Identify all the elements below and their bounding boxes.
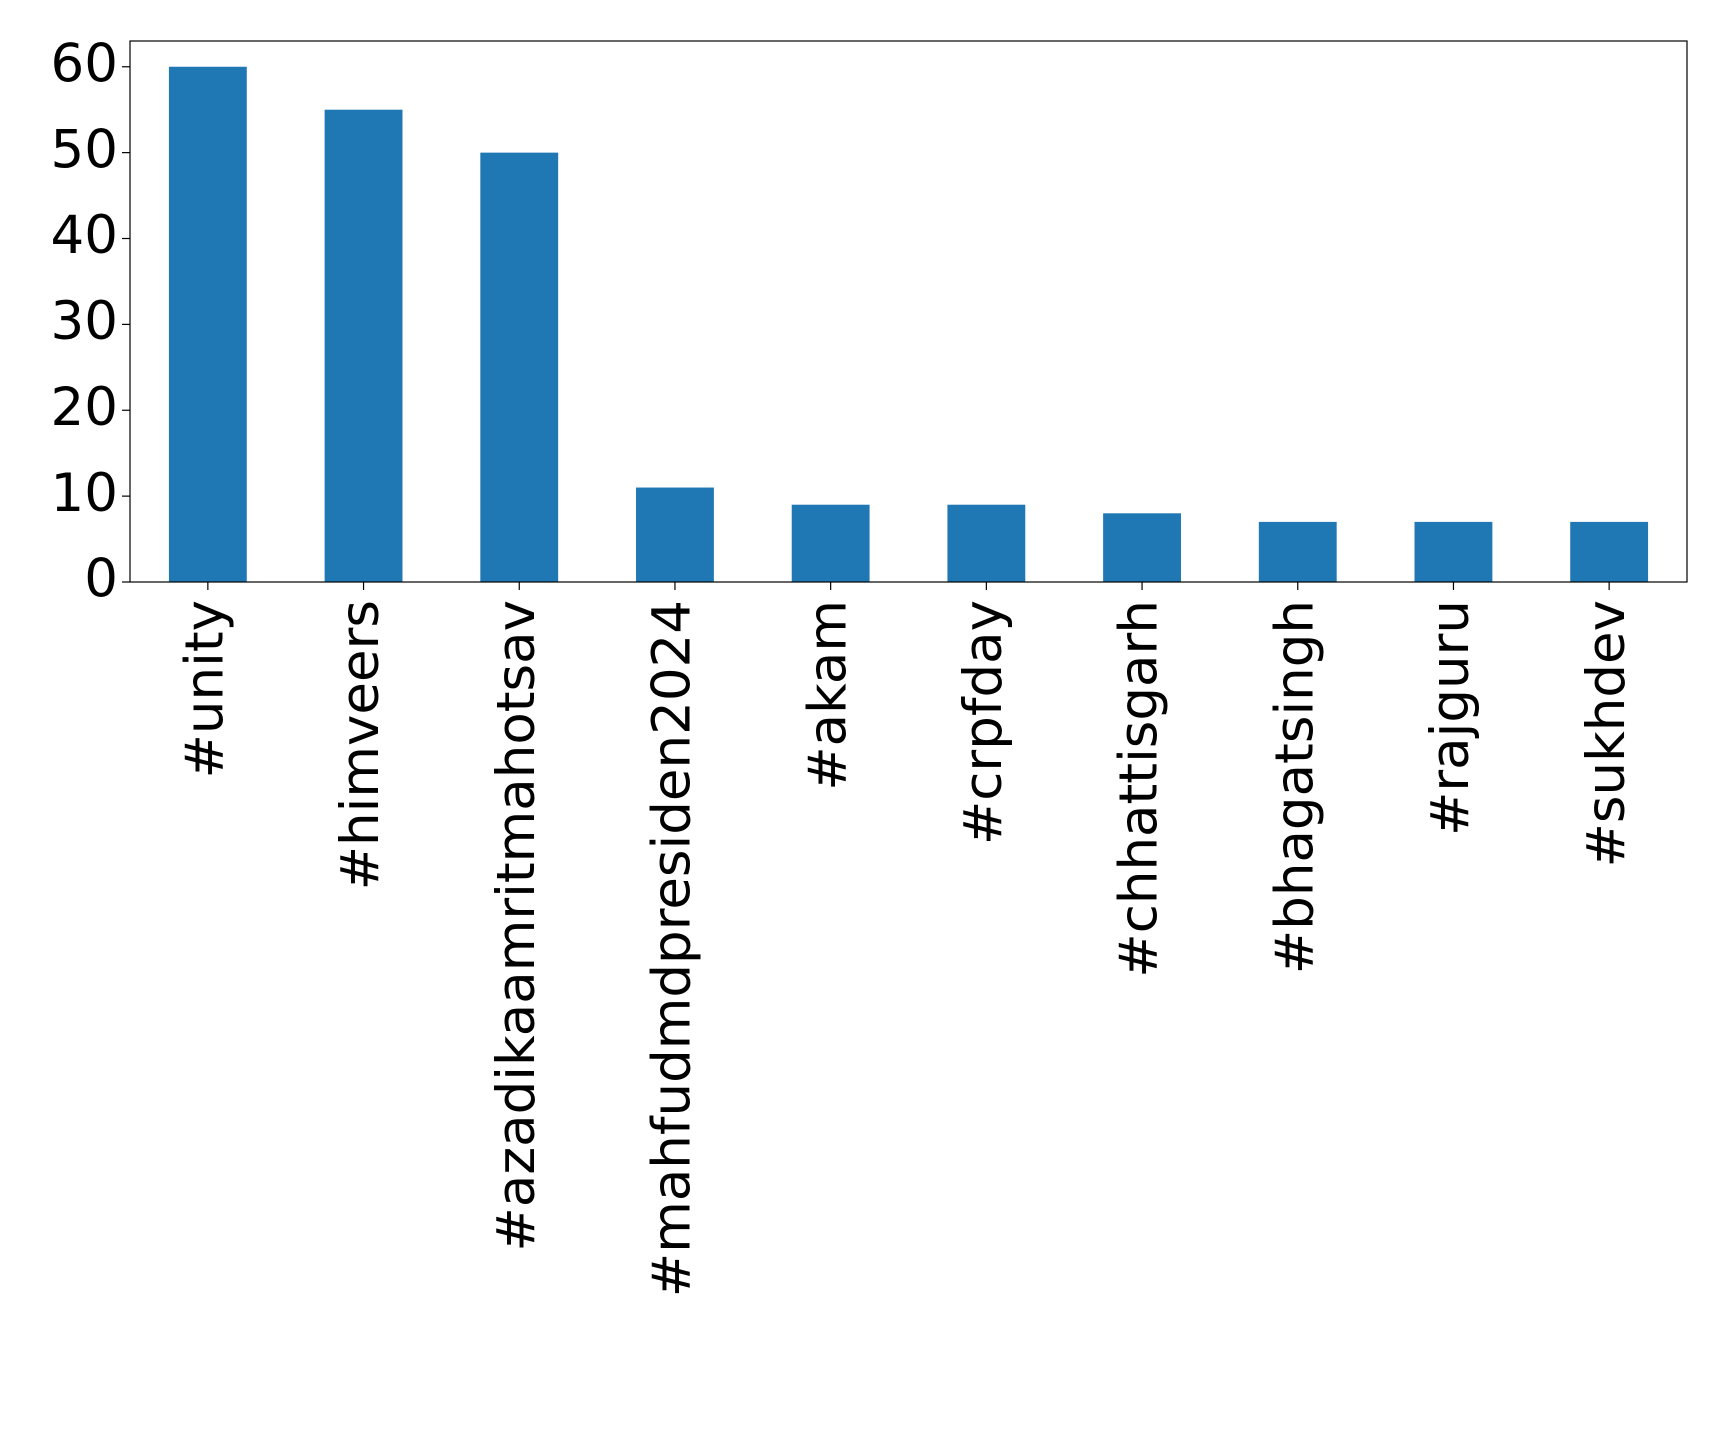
y-tick-label: 0	[84, 549, 118, 610]
x-tick-label: #unity	[174, 600, 235, 778]
y-tick-label: 20	[51, 377, 118, 438]
bar	[168, 66, 247, 582]
bar	[1414, 521, 1493, 582]
x-tick-label: #mahfudmdpresiden2024	[642, 600, 703, 1297]
plot-frame	[129, 40, 1688, 583]
bar	[480, 152, 559, 582]
y-tick-label: 60	[51, 33, 118, 94]
bar	[636, 487, 714, 582]
x-tick-label: #azadikaamritmahotsav	[486, 600, 547, 1252]
x-tick-label: #akam	[797, 600, 858, 791]
x-tick-label: #crpfday	[953, 600, 1014, 845]
x-tick-label: #sukhdev	[1576, 600, 1637, 868]
x-tick-label: #chhattisgarh	[1109, 600, 1170, 978]
x-tick-label: #himveers	[330, 600, 391, 890]
bar	[947, 504, 1026, 582]
x-tick-label: #rajguru	[1420, 600, 1481, 836]
bar	[1570, 521, 1649, 582]
bar	[324, 109, 403, 582]
bar	[791, 504, 870, 582]
y-tick-label: 10	[51, 463, 118, 524]
bar	[1103, 513, 1181, 582]
y-tick-label: 50	[51, 119, 118, 180]
y-tick-label: 40	[51, 205, 118, 266]
y-tick-label: 30	[51, 291, 118, 352]
bar	[1258, 521, 1337, 582]
x-tick-label: #bhagatsingh	[1264, 600, 1325, 974]
